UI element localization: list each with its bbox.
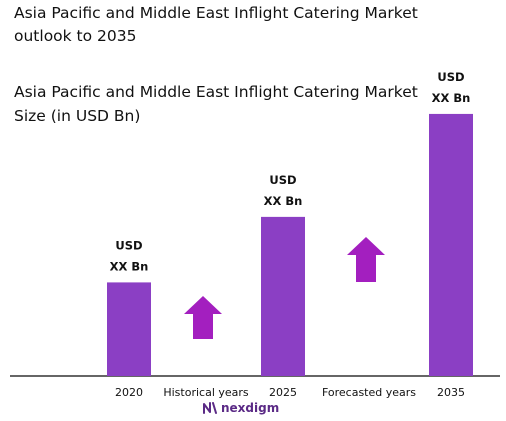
x-tick-2025: 2025	[269, 386, 297, 399]
bar-2035	[429, 113, 473, 377]
bar-2025	[261, 216, 305, 376]
nexdigm-logo: nexdigm	[202, 398, 279, 418]
bar-label-2035-line-2: XX Bn	[432, 91, 471, 105]
forecasted-years-label: Forecasted years	[322, 386, 416, 399]
growth-arrow-historical-icon	[184, 296, 222, 339]
historical-years-label: Historical years	[163, 386, 249, 399]
bar-label-2025-line-1: USD	[269, 173, 296, 187]
nexdigm-logo-icon	[203, 402, 217, 414]
page-title: Asia Pacific and Middle East Inflight Ca…	[14, 4, 418, 45]
bar-label-2020-line-1: USD	[115, 238, 142, 252]
x-tick-2035: 2035	[437, 386, 465, 399]
chart-title: Asia Pacific and Middle East Inflight Ca…	[14, 83, 418, 125]
bar-2020	[107, 282, 151, 376]
x-tick-2020: 2020	[115, 386, 143, 399]
growth-arrow-forecast-icon	[347, 237, 385, 282]
nexdigm-logo-text: nexdigm	[221, 401, 280, 415]
bar-label-2025-line-2: XX Bn	[264, 194, 303, 208]
bar-label-2035-line-1: USD	[437, 70, 464, 84]
bar-label-2020-line-2: XX Bn	[110, 259, 149, 273]
